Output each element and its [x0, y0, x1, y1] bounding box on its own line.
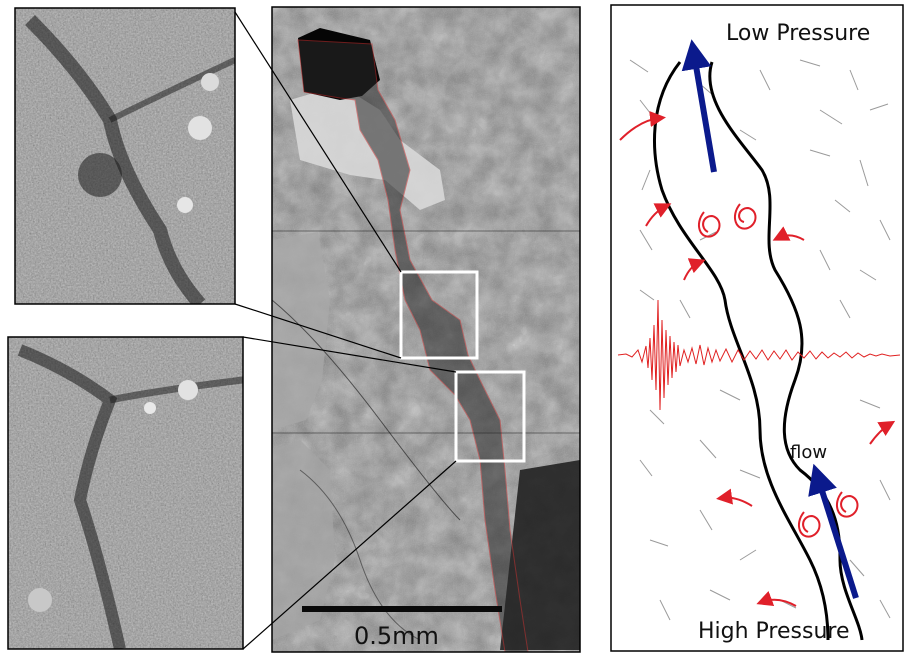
fracture-channel-outline	[297, 39, 529, 652]
scale-bar	[302, 606, 502, 612]
channel-wall-right	[708, 61, 864, 641]
inset-upper-panel	[15, 8, 235, 304]
zoom-box-upper	[399, 270, 479, 360]
flow-schematic-panel: Low Pressure High Pressure flow	[610, 4, 904, 652]
scale-bar-label: 0.5mm	[354, 622, 439, 650]
inset-lower-frame	[7, 336, 244, 650]
main-micrograph-panel: 0.5mm	[272, 7, 580, 652]
flow-arrow-top	[681, 39, 717, 173]
flow-arrow-bottom	[808, 463, 859, 599]
large-grain-left	[272, 232, 330, 430]
large-grain-left-lower	[272, 440, 335, 640]
low-pressure-label: Low Pressure	[726, 21, 870, 46]
channel-wall-left	[653, 61, 830, 641]
zoom-box-lower	[454, 370, 526, 463]
inset-connector-lines	[234, 11, 457, 650]
inset-lower-panel	[8, 337, 243, 649]
flow-label: flow	[790, 442, 827, 463]
inset-upper-frame	[14, 7, 236, 305]
eddy-spirals	[697, 203, 859, 538]
high-pressure-label: High Pressure	[698, 619, 850, 644]
eddy-arrows	[619, 111, 896, 607]
seismic-trace	[617, 299, 901, 411]
main-micrograph-frame	[271, 6, 581, 653]
background-grain-strokes	[629, 59, 891, 621]
